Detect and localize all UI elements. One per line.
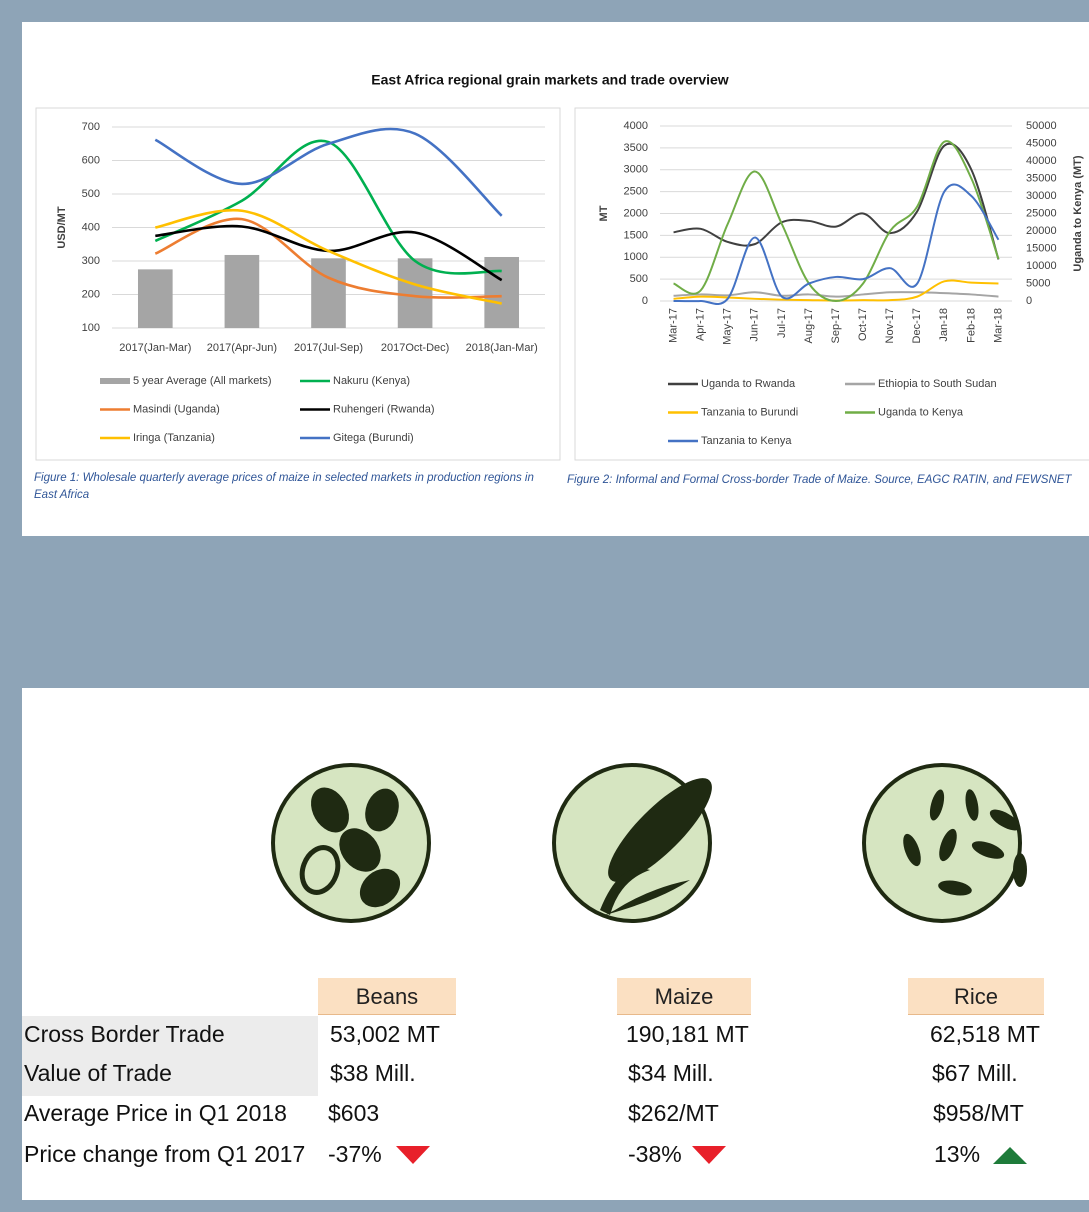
y-tick-label: 3000: [624, 164, 648, 176]
bar: [484, 257, 519, 328]
x-tick-label: 2017Oct-Dec): [381, 342, 449, 354]
y-tick-label: 600: [82, 154, 100, 166]
y-tick-label: 0: [642, 295, 648, 307]
cell: $67 Mill.: [932, 1060, 1018, 1087]
y2-tick-label: 10000: [1026, 260, 1057, 272]
legend-label: Tanzania to Kenya: [701, 435, 792, 447]
cell: 53,002 MT: [330, 1021, 440, 1048]
y-tick-label: 500: [630, 273, 648, 285]
cell: $958/MT: [933, 1100, 1024, 1127]
x-tick-label: 2017(Apr-Jun): [207, 342, 277, 354]
x-tick-label: Mar-17: [667, 308, 679, 343]
beans-icon: [273, 765, 429, 921]
x-tick-label: Aug-17: [803, 308, 815, 343]
legend-label: Nakuru (Kenya): [333, 375, 410, 387]
y-tick-label: 500: [82, 188, 100, 200]
x-tick-label: Sep-17: [830, 308, 842, 343]
y2-tick-label: 50000: [1026, 120, 1057, 132]
page: East Africa regional grain markets and t…: [0, 0, 1089, 1212]
down-arrow: [396, 1146, 430, 1164]
y-tick-label: 200: [82, 288, 100, 300]
legend-label: 5 year Average (All markets): [133, 375, 272, 387]
cell: $262/MT: [628, 1100, 719, 1127]
y2-tick-label: 20000: [1026, 225, 1057, 237]
bar: [138, 269, 173, 328]
cell: 190,181 MT: [626, 1021, 749, 1048]
line: [674, 184, 999, 304]
x-tick-label: 2017(Jul-Sep): [294, 342, 363, 354]
trend-arrows: [0, 1140, 1089, 1180]
row-label: Value of Trade: [24, 1060, 172, 1087]
y-tick-label: 1000: [624, 251, 648, 263]
row-label: Average Price in Q1 2018: [24, 1100, 287, 1127]
caption: Figure 2: Informal and Formal Cross-bord…: [567, 472, 1077, 489]
y-tick-label: 400: [82, 221, 100, 233]
charts: East Africa regional grain markets and t…: [0, 0, 1089, 540]
x-tick-label: 2018(Jan-Mar): [466, 342, 538, 354]
x-tick-label: Jun-17: [749, 308, 761, 342]
y-axis-label: MT: [598, 205, 610, 221]
legend-label: Ruhengeri (Rwanda): [333, 403, 435, 415]
y2-tick-label: 15000: [1026, 242, 1057, 254]
x-tick-label: May-17: [722, 308, 734, 345]
line: [674, 292, 999, 297]
cell: $38 Mill.: [330, 1060, 416, 1087]
legend-label: Ethiopia to South Sudan: [878, 378, 997, 390]
y2-tick-label: 35000: [1026, 172, 1057, 184]
legend-swatch: [100, 378, 130, 384]
legend-label: Uganda to Rwanda: [701, 378, 796, 390]
x-tick-label: Nov-17: [884, 308, 896, 343]
y2-tick-label: 40000: [1026, 155, 1057, 167]
x-tick-label: Dec-17: [911, 308, 923, 343]
y-tick-label: 3500: [624, 142, 648, 154]
y2-tick-label: 30000: [1026, 190, 1057, 202]
bar: [225, 255, 260, 328]
down-arrow: [692, 1146, 726, 1164]
y2-tick-label: 25000: [1026, 207, 1057, 219]
y-tick-label: 300: [82, 255, 100, 267]
y2-tick-label: 5000: [1026, 277, 1050, 289]
x-tick-label: Jan-18: [938, 308, 950, 342]
x-tick-label: Apr-17: [695, 308, 707, 341]
x-tick-label: 2017(Jan-Mar): [119, 342, 191, 354]
cell: $34 Mill.: [628, 1060, 714, 1087]
column-header: Beans: [318, 978, 456, 1015]
maize-icon: [554, 765, 725, 921]
icons: [0, 720, 1089, 960]
y2-tick-label: 0: [1026, 295, 1032, 307]
legend-label: Iringa (Tanzania): [133, 432, 215, 444]
x-tick-label: Mar-18: [992, 308, 1004, 343]
page-title: East Africa regional grain markets and t…: [371, 72, 729, 88]
y2-axis-label: Uganda to Kenya (MT): [1072, 155, 1084, 271]
cell: $603: [328, 1100, 379, 1127]
legend-label: Masindi (Uganda): [133, 403, 220, 415]
y-tick-label: 4000: [624, 120, 648, 132]
legend-label: Uganda to Kenya: [878, 406, 964, 418]
bar: [311, 258, 346, 328]
x-tick-label: Oct-17: [857, 308, 869, 341]
up-arrow: [993, 1147, 1027, 1164]
row-label: Cross Border Trade: [24, 1021, 225, 1048]
y-tick-label: 2000: [624, 207, 648, 219]
x-tick-label: Jul-17: [776, 308, 788, 338]
y-tick-label: 700: [82, 121, 100, 133]
y-tick-label: 100: [82, 322, 100, 334]
cell: 62,518 MT: [930, 1021, 1040, 1048]
y2-tick-label: 45000: [1026, 137, 1057, 149]
line: [674, 144, 999, 260]
y-tick-label: 1500: [624, 229, 648, 241]
y-tick-label: 2500: [624, 186, 648, 198]
column-header: Maize: [617, 978, 751, 1015]
caption: Figure 1: Wholesale quarterly average pr…: [34, 470, 554, 504]
legend-label: Gitega (Burundi): [333, 432, 414, 444]
rice-icon: [864, 765, 1027, 921]
legend-label: Tanzania to Burundi: [701, 406, 798, 418]
y-axis-label: USD/MT: [56, 206, 68, 248]
x-tick-label: Feb-18: [965, 308, 977, 343]
chart-frame: [575, 108, 1089, 460]
column-header: Rice: [908, 978, 1044, 1015]
